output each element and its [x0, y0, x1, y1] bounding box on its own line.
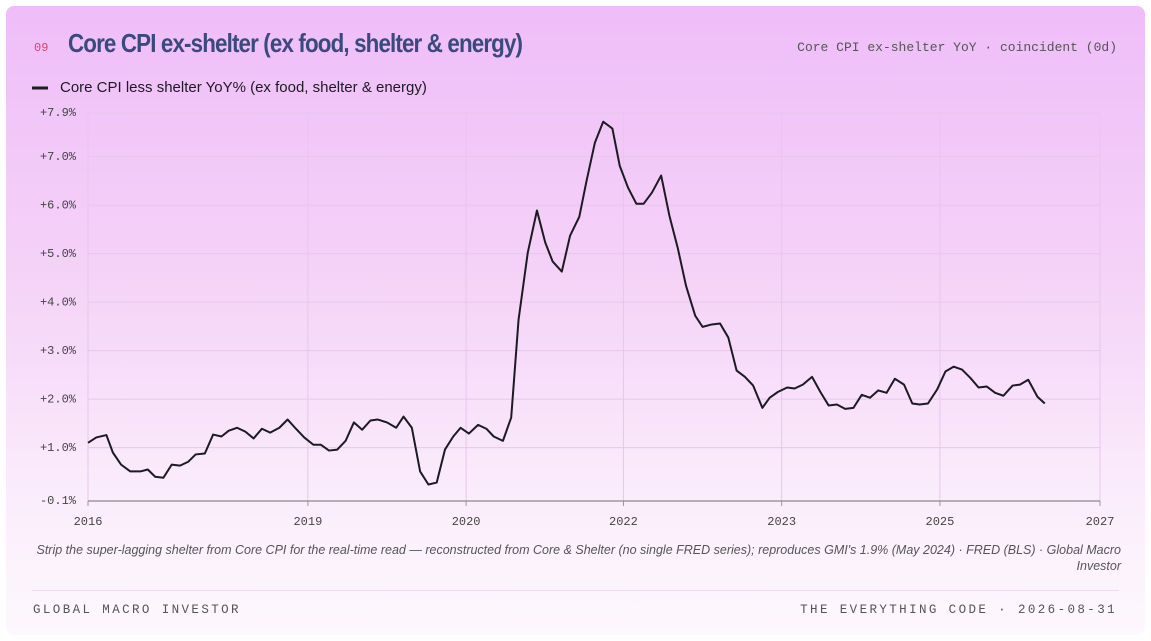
footer-right: THE EVERYTHING CODE · 2026-08-31 [800, 603, 1117, 617]
x-tick-label: 2019 [293, 515, 322, 529]
footer-left: GLOBAL MACRO INVESTOR [33, 603, 241, 617]
chart-card: +7.9% +7.0% +6.0% +5.0% +4.0% +3.0% +2.0% +1.0%… [6, 6, 1145, 635]
x-tick-label: 2020 [452, 515, 481, 529]
legend-label: Core CPI less shelter YoY% (ex food, she… [60, 79, 427, 96]
y-tick-label: +6.0% [40, 198, 77, 212]
x-tick-label: 2022 [609, 515, 638, 529]
y-tick-label: +4.0% [40, 295, 77, 309]
x-tick-label: 2027 [1086, 515, 1115, 529]
chart-number: 09 [34, 41, 49, 55]
chart-title: Core CPI ex-shelter (ex food, shelter & … [68, 28, 523, 58]
y-tick-label: +1.0% [40, 441, 77, 455]
chart-subtitle: Core CPI ex-shelter YoY · coincident (0d… [797, 40, 1117, 55]
y-tick-label: +7.9% [40, 106, 77, 120]
y-tick-label: +3.0% [40, 344, 77, 358]
x-tick-label: 2016 [74, 515, 103, 529]
series-line [87, 120, 1046, 486]
y-tick-label: -0.1% [40, 494, 77, 508]
caption: Strip the super-lagging shelter from Cor… [36, 543, 1122, 573]
x-tick-label: 2025 [926, 515, 955, 529]
y-tick-label: +2.0% [40, 392, 77, 406]
x-tick-label: 2023 [767, 515, 796, 529]
y-tick-label: +7.0% [40, 150, 77, 164]
y-tick-label: +5.0% [40, 247, 77, 261]
chart: +7.9% +7.0% +6.0% +5.0% +4.0% +3.0% +2.0% +1.0%… [32, 79, 1115, 529]
divider [32, 590, 1119, 591]
